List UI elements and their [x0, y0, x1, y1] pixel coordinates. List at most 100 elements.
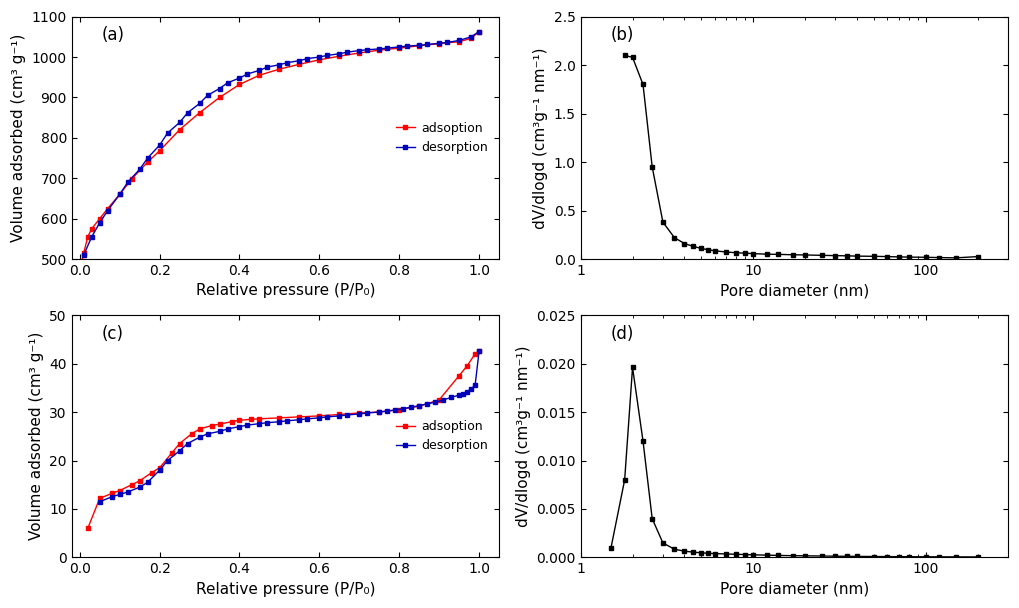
desorption [261, 419, 273, 426]
desorption [254, 67, 266, 74]
adsoption [233, 81, 246, 88]
adsoption [433, 40, 445, 47]
desorption [413, 42, 425, 49]
adsoption [82, 525, 94, 532]
Y-axis label: dV/dlogd (cm³g⁻¹ nm⁻¹): dV/dlogd (cm³g⁻¹ nm⁻¹) [516, 345, 531, 527]
adsoption [373, 409, 385, 416]
desorption [242, 421, 254, 429]
desorption [173, 447, 185, 454]
desorption [453, 392, 466, 399]
adsoption [254, 72, 266, 79]
desorption [465, 33, 477, 41]
desorption [421, 400, 433, 407]
adsoption [333, 411, 345, 418]
desorption [121, 179, 133, 186]
desorption [441, 39, 453, 46]
adsoption [113, 191, 125, 198]
desorption [86, 233, 98, 240]
adsoption [133, 477, 146, 485]
Text: (a): (a) [102, 26, 124, 44]
adsoption [393, 406, 406, 413]
adsoption [354, 409, 366, 416]
adsoption [86, 225, 98, 232]
Line: desorption: desorption [98, 350, 481, 504]
Legend: adsoption, desorption: adsoption, desorption [391, 415, 493, 457]
desorption [113, 191, 125, 198]
adsoption [469, 350, 481, 358]
desorption [281, 59, 293, 66]
desorption [354, 47, 366, 54]
desorption [333, 50, 345, 57]
adsoption [173, 440, 185, 447]
adsoption [113, 487, 125, 494]
adsoption [102, 205, 114, 212]
adsoption [293, 413, 306, 421]
adsoption [77, 249, 90, 257]
desorption [254, 420, 266, 427]
desorption [221, 79, 233, 86]
desorption [181, 109, 194, 116]
adsoption [173, 126, 185, 133]
adsoption [94, 215, 106, 223]
adsoption [313, 412, 325, 420]
adsoption [273, 66, 285, 73]
adsoption [333, 52, 345, 60]
adsoption [393, 44, 406, 52]
desorption [461, 388, 473, 395]
desorption [453, 37, 466, 44]
desorption [302, 415, 314, 423]
desorption [181, 440, 194, 447]
Text: (b): (b) [610, 26, 634, 44]
adsoption [194, 109, 206, 116]
desorption [161, 457, 173, 464]
desorption [401, 43, 414, 50]
desorption [341, 411, 354, 418]
adsoption [82, 233, 94, 240]
adsoption [165, 449, 177, 457]
adsoption [413, 402, 425, 410]
desorption [473, 348, 485, 355]
adsoption [373, 46, 385, 54]
desorption [221, 426, 233, 433]
desorption [313, 54, 325, 61]
desorption [313, 414, 325, 421]
desorption [397, 405, 410, 412]
desorption [273, 418, 285, 426]
desorption [473, 28, 485, 35]
Y-axis label: Volume adsorbed (cm³ g⁻¹): Volume adsorbed (cm³ g⁻¹) [11, 33, 26, 242]
adsoption [106, 490, 118, 497]
desorption [321, 52, 333, 59]
adsoption [206, 422, 218, 429]
adsoption [225, 418, 237, 426]
desorption [293, 416, 306, 423]
desorption [293, 57, 306, 64]
adsoption [473, 28, 485, 35]
desorption [333, 412, 345, 420]
desorption [233, 74, 246, 81]
desorption [94, 498, 106, 505]
adsoption [125, 481, 138, 488]
Y-axis label: dV/dlogd (cm³g⁻¹ nm⁻¹): dV/dlogd (cm³g⁻¹ nm⁻¹) [533, 47, 548, 229]
desorption [154, 466, 166, 474]
Text: (c): (c) [102, 325, 123, 343]
adsoption [313, 56, 325, 63]
Legend: adsoption, desorption: adsoption, desorption [391, 117, 493, 159]
X-axis label: Pore diameter (nm): Pore diameter (nm) [719, 283, 869, 299]
desorption [361, 46, 373, 54]
adsoption [465, 35, 477, 42]
desorption [354, 410, 366, 418]
desorption [133, 166, 146, 173]
adsoption [194, 426, 206, 433]
desorption [465, 385, 477, 392]
desorption [142, 478, 154, 486]
adsoption [146, 469, 158, 476]
desorption [102, 207, 114, 214]
desorption [77, 251, 90, 258]
adsoption [125, 175, 138, 182]
desorption [94, 219, 106, 226]
adsoption [433, 396, 445, 404]
adsoption [413, 42, 425, 49]
desorption [361, 409, 373, 416]
desorption [393, 43, 406, 50]
adsoption [94, 495, 106, 502]
